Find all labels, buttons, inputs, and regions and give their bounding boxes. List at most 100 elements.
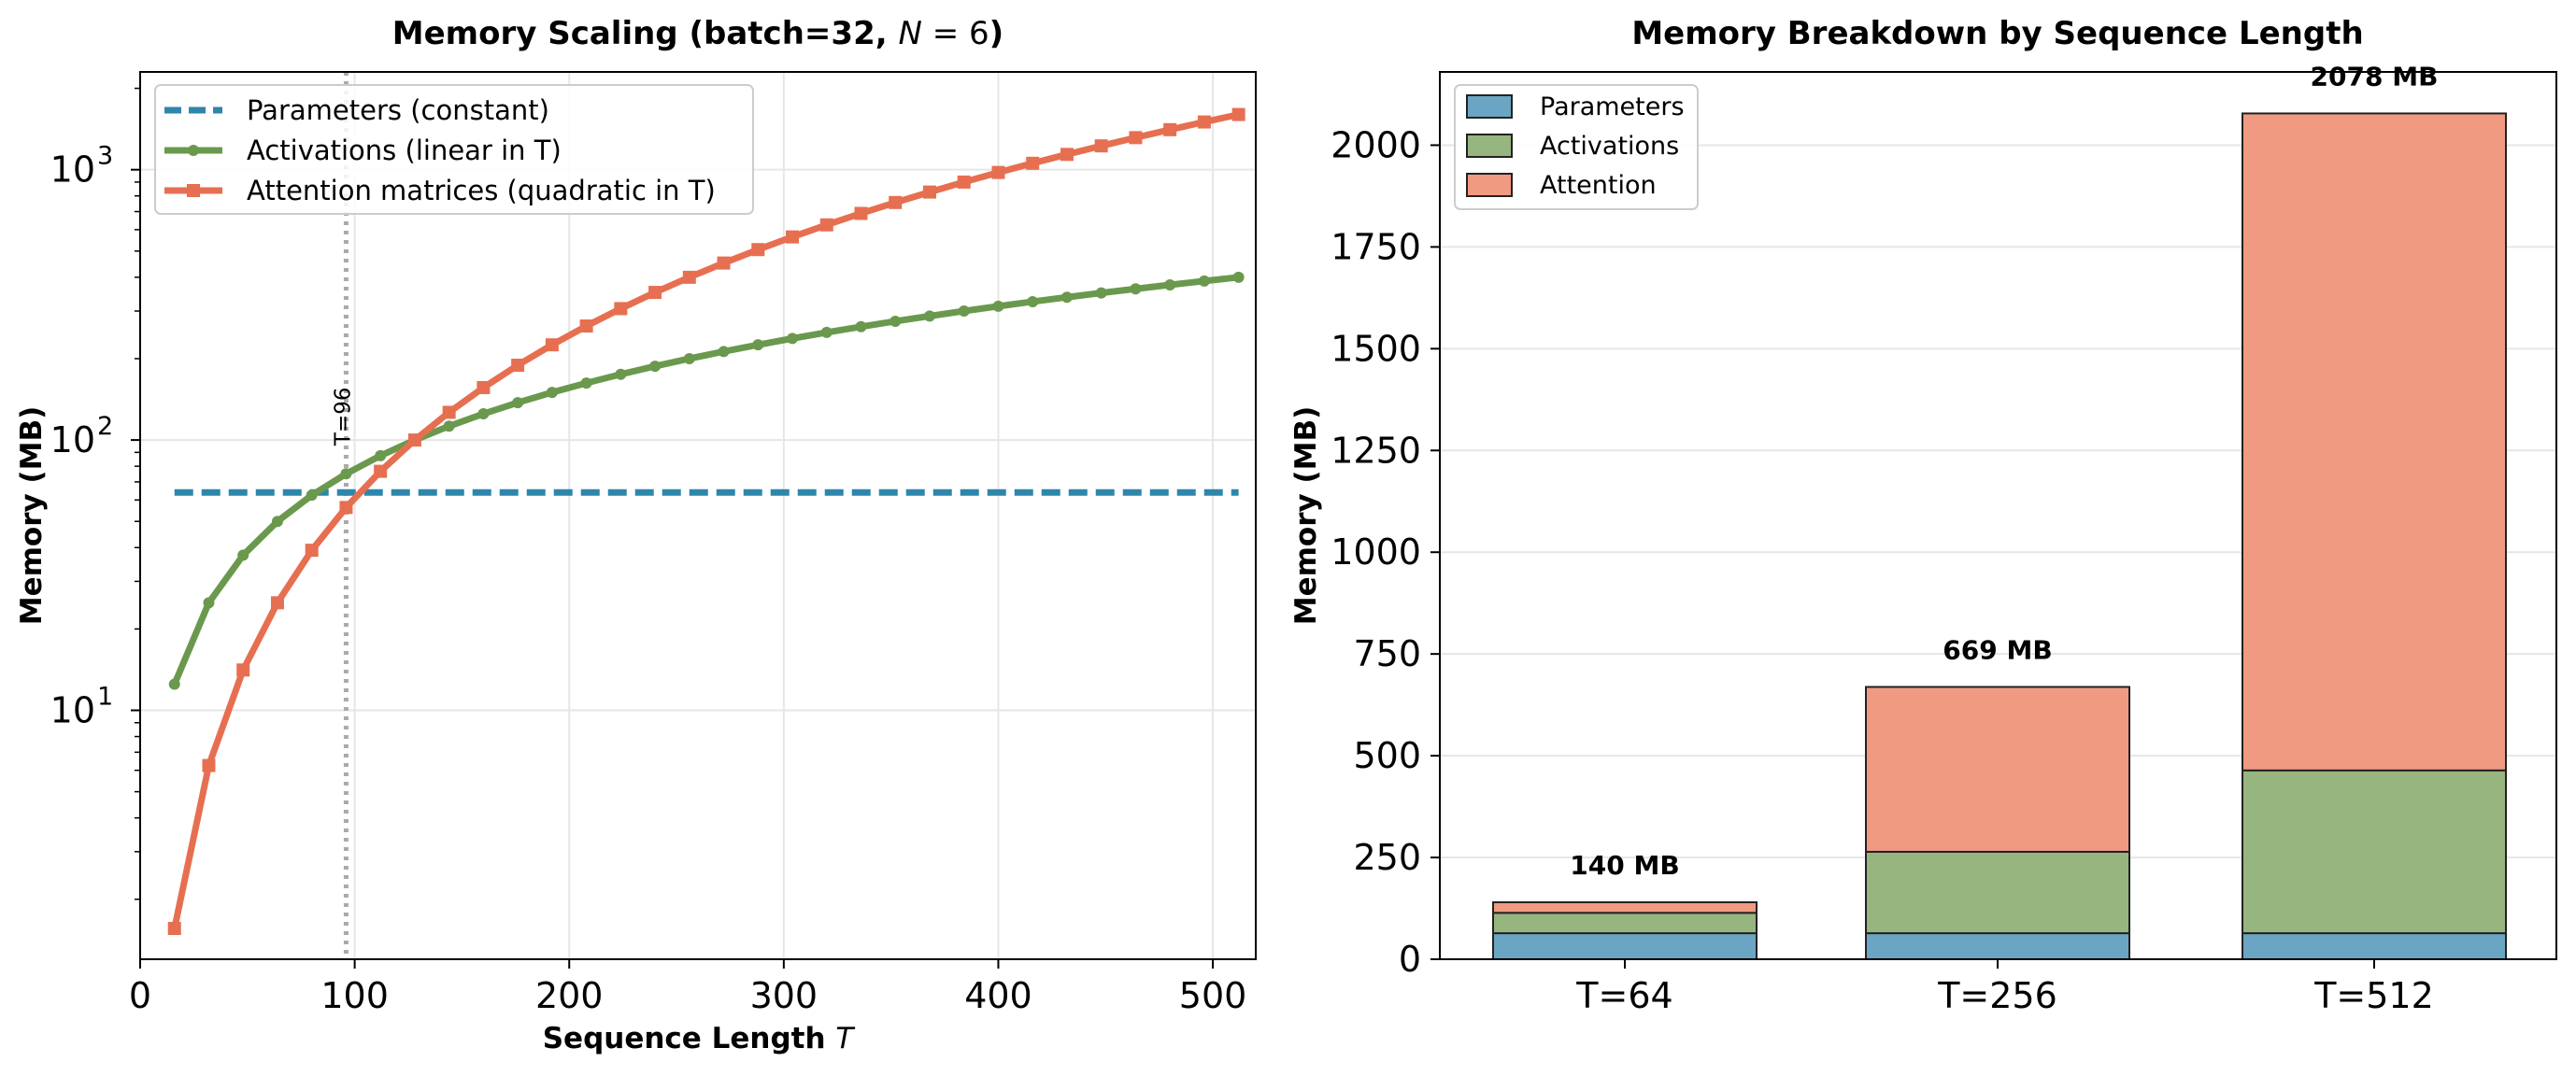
point-activations	[477, 408, 490, 420]
point-activations	[787, 333, 799, 345]
point-activations	[1027, 295, 1039, 307]
left-y-axis-label: Memory (MB)	[15, 406, 49, 626]
left-y-tick-label: 10	[50, 690, 95, 731]
point-attention	[1094, 139, 1108, 153]
point-activations	[1095, 287, 1107, 299]
right-x-tick-label: T=256	[1937, 975, 2057, 1016]
legend-label-attention: Attention	[1540, 171, 1657, 200]
left-x-tick-label: 100	[320, 975, 389, 1016]
point-attention	[648, 286, 662, 300]
legend-marker-attention	[187, 184, 200, 197]
point-activations	[718, 346, 730, 358]
left-y-tick-exponent: 1	[97, 683, 113, 712]
left-y-tick-exponent: 2	[97, 412, 113, 441]
legend-marker-activations	[188, 145, 199, 156]
right-y-tick-label: 2000	[1331, 124, 1421, 165]
point-attention	[339, 501, 353, 515]
left-y-tick-label: 10	[50, 419, 95, 460]
bar-attention-t256	[1865, 686, 2130, 853]
left-y-tick-label: 10	[50, 149, 95, 191]
point-attention	[477, 380, 491, 394]
legend-label-attention: Attention matrices (quadratic in T)	[247, 175, 716, 206]
right-y-axis-label: Memory (MB)	[1289, 406, 1323, 626]
bar-parameters-t512	[2242, 932, 2507, 961]
point-attention	[579, 319, 593, 333]
vline-label: T=96	[331, 388, 355, 447]
right-y-tick-label: 250	[1353, 837, 1421, 878]
point-activations	[203, 597, 215, 609]
left-x-ticks: 0 100 200 300 400 500	[129, 959, 1246, 1016]
right-y-tick-label: 1250	[1331, 430, 1421, 471]
point-attention	[1197, 115, 1211, 129]
point-attention	[202, 758, 216, 772]
right-y-tick-label: 1750	[1331, 226, 1421, 267]
point-attention	[1163, 122, 1177, 136]
point-activations	[820, 326, 833, 338]
legend-label-parameters: Parameters (constant)	[247, 94, 549, 126]
left-x-tick-label: 300	[750, 975, 818, 1016]
point-activations	[375, 449, 387, 461]
legend-swatch-parameters	[1466, 94, 1513, 119]
total-label-t512: 2078 MB	[2311, 61, 2439, 92]
point-attention	[717, 256, 731, 270]
right-chart-title: Memory Breakdown by Sequence Length	[1631, 15, 2363, 52]
point-attention	[167, 922, 181, 936]
right-y-ticks: 0 250 500 750 1000 1250 1500 1750 2000	[1331, 124, 1440, 980]
right-bars	[1492, 112, 2507, 961]
point-attention	[991, 165, 1005, 179]
point-activations	[443, 420, 455, 432]
right-x-ticks: T=64 T=256 T=512	[1575, 959, 2434, 1016]
point-attention	[511, 359, 525, 373]
point-activations	[649, 361, 662, 373]
point-activations	[1232, 271, 1245, 283]
bar-parameters-t256	[1865, 932, 2130, 961]
point-attention	[1231, 107, 1245, 121]
point-activations	[615, 368, 627, 380]
point-attention	[374, 464, 388, 478]
left-x-tick-label: 0	[129, 975, 151, 1016]
legend-label-parameters: Parameters	[1540, 92, 1685, 121]
left-axes-frame	[139, 71, 1257, 960]
left-x-tick-label: 200	[535, 975, 604, 1016]
bar-activations-t512	[2242, 769, 2507, 935]
point-activations	[1198, 275, 1210, 287]
right-x-tick-label: T=512	[2313, 975, 2434, 1016]
bar-attention-t512	[2242, 112, 2507, 772]
legend-label-activations: Activations	[1540, 132, 1679, 161]
right-y-tick-label: 750	[1353, 633, 1421, 674]
right-y-tick-label: 1000	[1331, 531, 1421, 573]
bar-parameters-t64	[1492, 932, 1758, 961]
point-activations	[340, 468, 352, 480]
left-y-tick-exponent: 3	[97, 142, 113, 171]
point-activations	[237, 549, 249, 561]
left-chart-title: Memory Scaling (batch=32, N = 6)	[392, 15, 1003, 52]
point-attention	[407, 433, 421, 447]
point-attention	[682, 270, 696, 284]
total-label-t64: 140 MB	[1570, 850, 1679, 881]
right-legend: Parameters Activations Attention	[1454, 84, 1699, 210]
right-chart: T=64 T=256 T=512 0 250 500 750 1000 1250 1500 175…	[1289, 15, 2557, 1016]
point-attention	[614, 302, 628, 316]
point-attention	[236, 663, 250, 677]
point-activations	[271, 516, 283, 528]
left-x-tick-label: 500	[1179, 975, 1247, 1016]
right-x-tick-label: T=64	[1575, 975, 1672, 1016]
legend-swatch-attention	[1466, 173, 1513, 197]
point-activations	[958, 305, 970, 318]
point-attention	[854, 206, 868, 220]
point-attention	[545, 338, 559, 352]
point-activations	[923, 310, 935, 322]
point-activations	[992, 300, 1004, 312]
point-activations	[855, 320, 867, 333]
point-activations	[306, 489, 318, 502]
point-attention	[442, 405, 456, 419]
point-attention	[305, 544, 319, 558]
point-attention	[751, 243, 765, 257]
point-activations	[1130, 283, 1142, 295]
point-attention	[1060, 148, 1074, 162]
point-attention	[922, 185, 936, 199]
bar-activations-t256	[1865, 850, 2130, 935]
total-label-t256: 669 MB	[1943, 634, 2052, 665]
